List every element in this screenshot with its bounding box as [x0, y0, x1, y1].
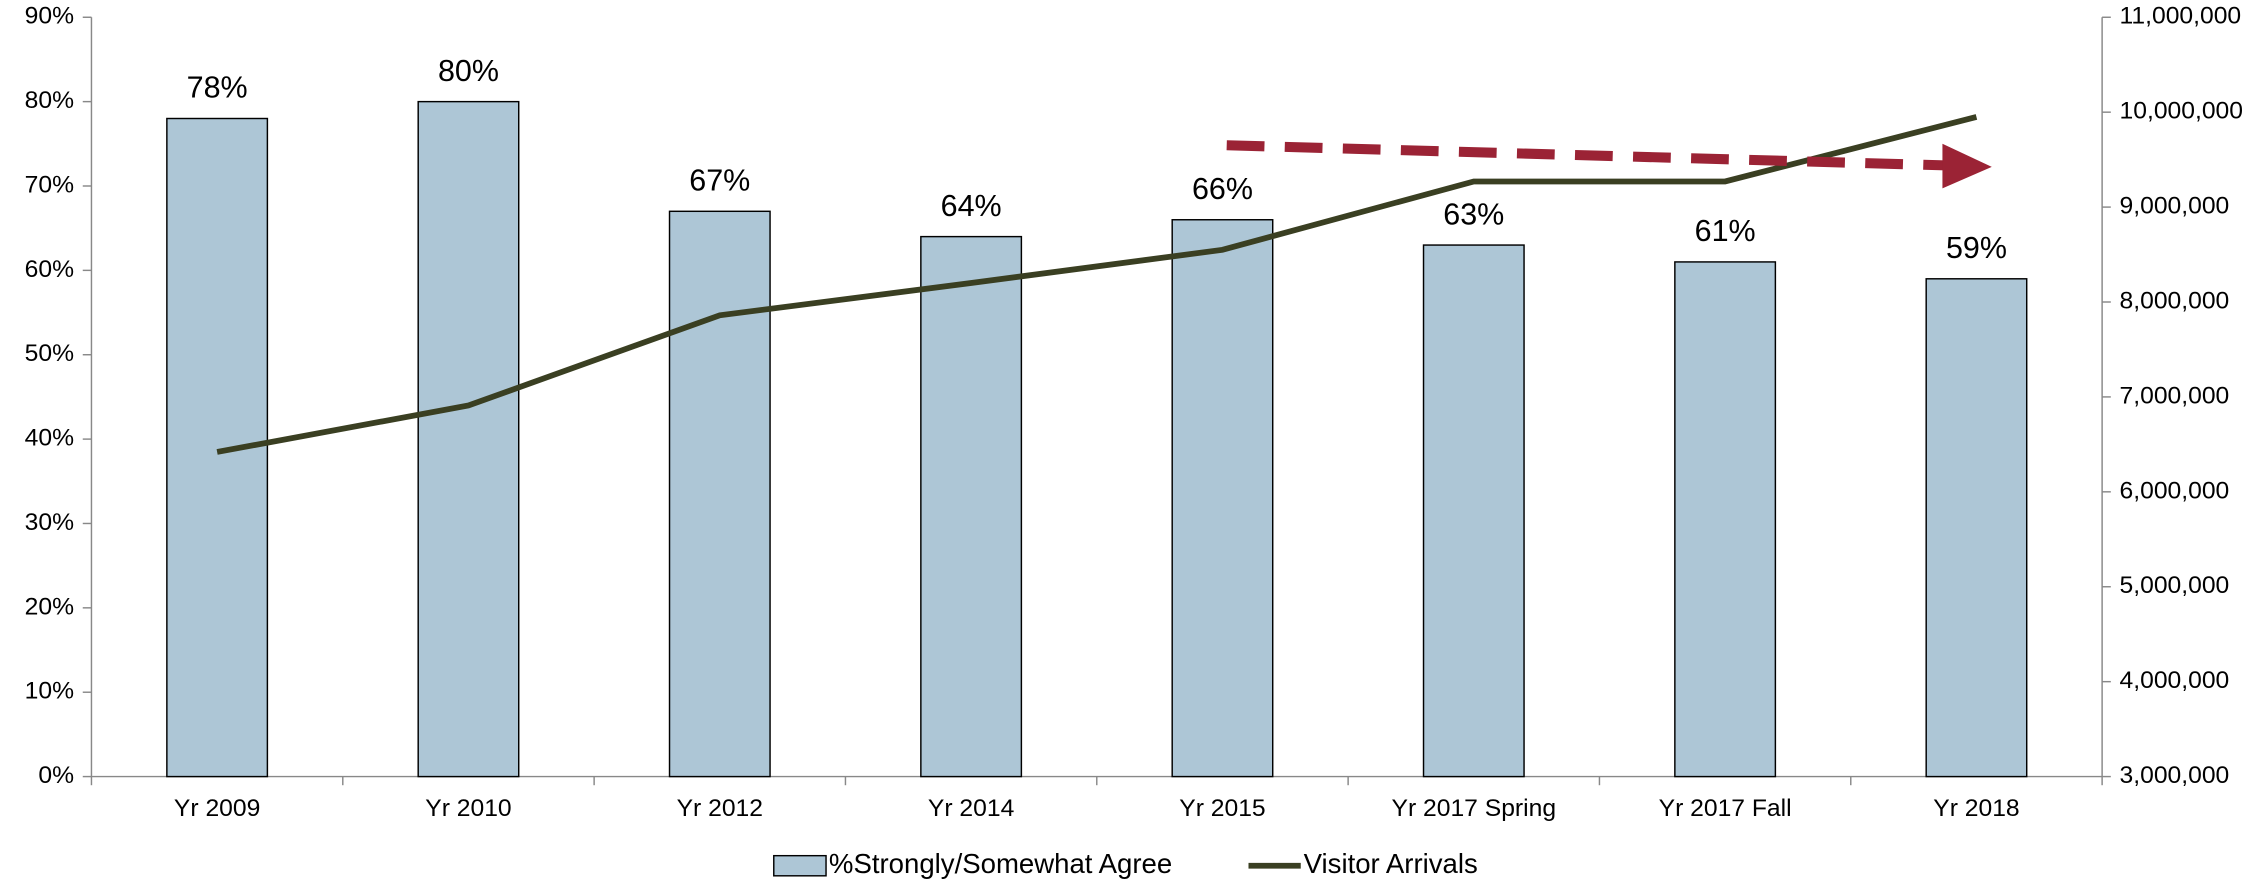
x-tick-label: Yr 2015	[1179, 795, 1265, 822]
trend-arrow	[1226, 140, 1992, 189]
y-tick-label: 90%	[25, 3, 74, 30]
data-label: 80%	[438, 55, 499, 88]
x-tick-label: Yr 2017 Spring	[1392, 795, 1557, 822]
data-label: 61%	[1695, 215, 1756, 248]
y-tick-label: 80%	[25, 87, 74, 114]
y-tick-label: 50%	[25, 340, 74, 367]
y-tick-label: 10%	[25, 678, 74, 705]
y-tick-label: 60%	[25, 256, 74, 283]
bar	[1925, 278, 2028, 778]
y2-tick-label: 8,000,000	[2120, 288, 2230, 315]
legend-label: Visitor Arrivals	[1304, 848, 1478, 879]
x-tick-label: Yr 2018	[1933, 795, 2019, 822]
data-label: 64%	[941, 190, 1002, 223]
bar	[1422, 244, 1525, 778]
line	[216, 114, 1978, 455]
x-tick-label: Yr 2014	[928, 795, 1014, 822]
plot: 0% 10% 20% 30% 40% 50% 60% 70% 80% 90% 3,000,000 4,…	[25, 3, 2243, 879]
bar	[1171, 219, 1274, 778]
y2-tick-label: 4,000,000	[2120, 667, 2230, 694]
y2-tick-label: 11,000,000	[2120, 3, 2242, 30]
trend-arrow-head	[1942, 143, 1992, 189]
y2-tick-label: 7,000,000	[2120, 382, 2230, 409]
y2-tick-label: 5,000,000	[2120, 572, 2230, 599]
data-label: 66%	[1192, 173, 1253, 206]
y2-tick-label: 10,000,000	[2120, 98, 2243, 125]
data-label: 63%	[1443, 198, 1504, 231]
y-tick-label: 40%	[25, 425, 74, 452]
x-tick-label: Yr 2009	[174, 795, 260, 822]
y-tick-label: 0%	[38, 762, 74, 789]
data-label: 78%	[187, 72, 248, 105]
y-tick-label: 20%	[25, 593, 74, 620]
y2-tick-label: 3,000,000	[2120, 762, 2230, 789]
legend-label: %Strongly/Somewhat Agree	[829, 848, 1172, 879]
y2-tick-label: 9,000,000	[2120, 193, 2230, 220]
legend-swatch	[773, 854, 827, 877]
x-tick-label: Yr 2012	[677, 795, 763, 822]
x-tick-label: Yr 2010	[425, 795, 511, 822]
x-tick-label: Yr 2017 Fall	[1659, 795, 1792, 822]
bar	[417, 100, 520, 778]
y-tick-label: 30%	[25, 509, 74, 536]
bar	[920, 235, 1023, 778]
data-label: 67%	[689, 165, 750, 198]
y-tick-label: 70%	[25, 172, 74, 199]
y2-tick-label: 6,000,000	[2120, 477, 2230, 504]
trend-arrow-shaft	[1226, 140, 1946, 171]
data-label: 59%	[1946, 232, 2007, 265]
bar	[668, 210, 771, 778]
bar	[1674, 261, 1777, 778]
